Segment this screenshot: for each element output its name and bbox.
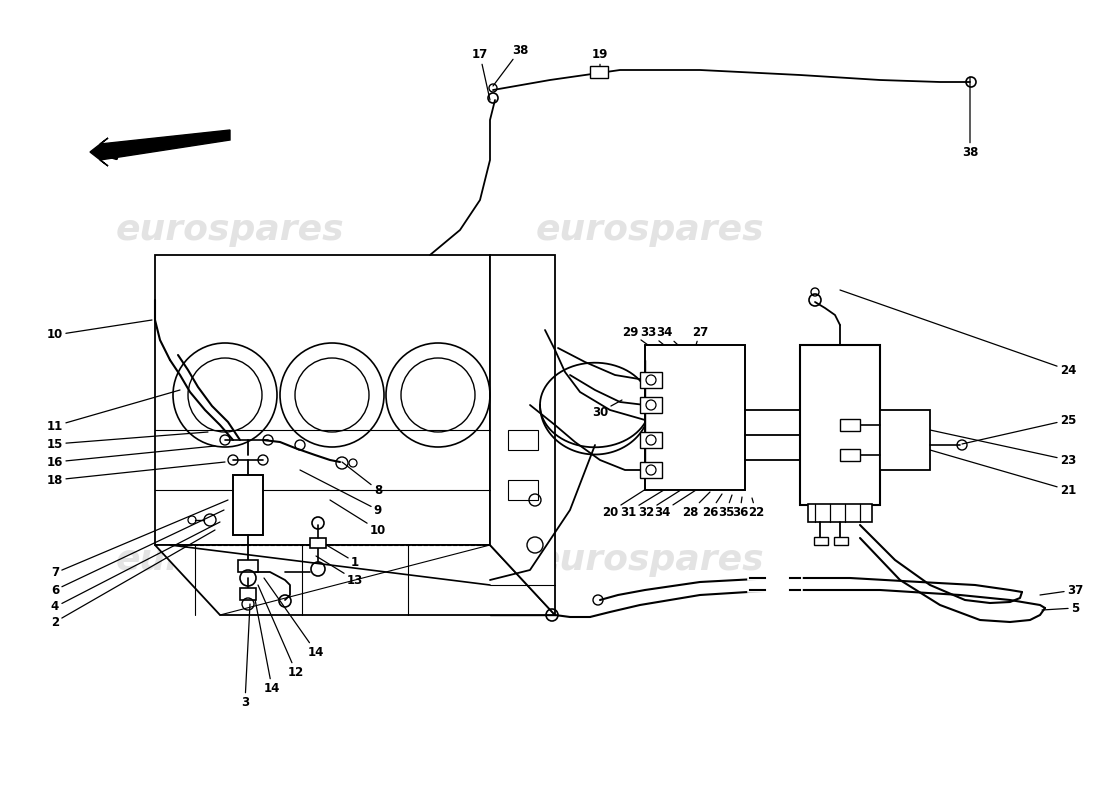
Text: 31: 31 (620, 485, 672, 518)
Bar (238, 560, 258, 572)
Polygon shape (880, 410, 929, 470)
Polygon shape (645, 345, 745, 490)
Text: 8: 8 (342, 462, 382, 497)
Polygon shape (155, 255, 490, 545)
Text: 1: 1 (318, 540, 359, 569)
Bar (310, 538, 326, 548)
Text: 6: 6 (51, 510, 224, 597)
Text: 9: 9 (300, 470, 382, 517)
Text: 16: 16 (47, 446, 214, 469)
Bar (840, 419, 860, 431)
Bar (800, 345, 880, 505)
Polygon shape (490, 255, 556, 615)
Text: 22: 22 (748, 498, 764, 518)
Text: 34: 34 (656, 326, 678, 345)
Text: 28: 28 (682, 492, 710, 518)
Bar (240, 588, 256, 600)
Text: 33: 33 (640, 326, 664, 345)
Text: 27: 27 (692, 326, 708, 345)
Text: 19: 19 (592, 49, 608, 68)
Bar (814, 537, 828, 545)
Text: 3: 3 (241, 604, 250, 709)
Text: 5: 5 (1042, 602, 1079, 614)
Bar (640, 372, 662, 388)
Bar (808, 504, 872, 522)
Text: 10: 10 (330, 500, 386, 537)
Bar (834, 537, 848, 545)
Text: 26: 26 (702, 494, 722, 518)
Text: 25: 25 (962, 414, 1076, 444)
Text: eurospares: eurospares (536, 543, 764, 577)
Bar (590, 66, 608, 78)
Text: 7: 7 (51, 500, 228, 579)
Text: eurospares: eurospares (536, 213, 764, 247)
Text: eurospares: eurospares (116, 543, 344, 577)
Text: 10: 10 (47, 320, 152, 342)
Text: 17: 17 (472, 49, 490, 100)
Text: 15: 15 (47, 432, 208, 450)
Polygon shape (155, 545, 556, 615)
Text: 14: 14 (254, 594, 280, 694)
Text: eurospares: eurospares (116, 213, 344, 247)
Polygon shape (90, 130, 230, 166)
Text: 14: 14 (264, 578, 324, 658)
Text: 38: 38 (961, 77, 978, 158)
Text: 13: 13 (316, 556, 363, 586)
Text: 23: 23 (930, 430, 1076, 466)
Text: 12: 12 (258, 585, 304, 678)
Text: 35: 35 (718, 495, 734, 518)
Text: 20: 20 (602, 480, 660, 518)
Text: 34: 34 (653, 490, 696, 518)
Text: 11: 11 (47, 390, 180, 433)
Text: 37: 37 (1040, 583, 1084, 597)
Bar (640, 462, 662, 478)
Text: 21: 21 (930, 450, 1076, 497)
Text: 36: 36 (732, 497, 748, 518)
Text: 2: 2 (51, 530, 215, 629)
Bar (840, 449, 860, 461)
Text: 32: 32 (638, 488, 684, 518)
Bar (640, 432, 662, 448)
Bar (508, 480, 538, 500)
Bar (508, 430, 538, 450)
Text: 29: 29 (621, 326, 648, 345)
Text: 18: 18 (47, 462, 226, 486)
Text: 24: 24 (840, 290, 1076, 377)
Text: 4: 4 (51, 522, 220, 614)
Bar (233, 475, 263, 535)
Text: 38: 38 (493, 43, 528, 86)
Bar (640, 397, 662, 413)
Text: 30: 30 (592, 400, 622, 418)
